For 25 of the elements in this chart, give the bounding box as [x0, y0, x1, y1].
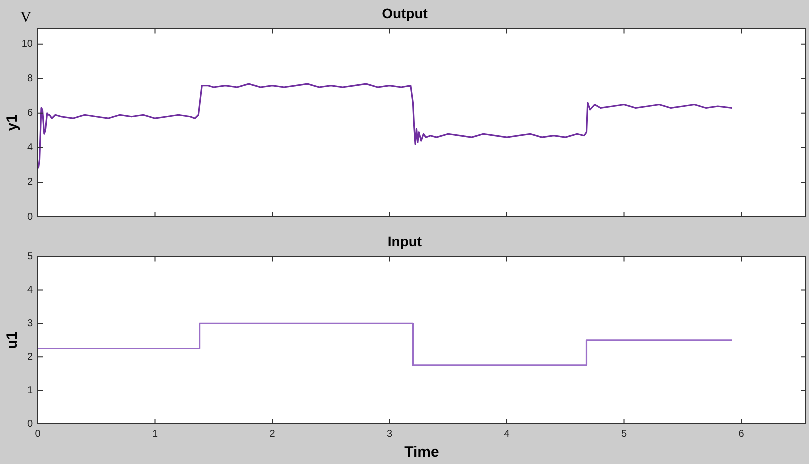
text: V	[20, 10, 32, 26]
x-tick-label: 4	[504, 428, 510, 440]
y-axis-title: u1	[4, 332, 22, 350]
y-tick-label: 0	[27, 418, 34, 430]
chart-title: Output	[382, 5, 428, 22]
y-tick-label: 2	[27, 177, 34, 188]
x-tick-label: 6	[738, 428, 745, 440]
x-axis-title: Time	[404, 444, 440, 462]
x-tick-label: 3	[386, 428, 393, 440]
x-tick-label: 0	[35, 428, 42, 440]
chart-title: Input	[388, 233, 422, 250]
y-tick-label: 4	[27, 142, 34, 154]
y-tick-label: 6	[27, 108, 34, 120]
x-tick-label: 1	[152, 428, 158, 440]
y-tick-label: 4	[27, 284, 34, 296]
y-tick-label: 0	[27, 212, 34, 223]
x-tick-label: 5	[621, 428, 628, 440]
y-tick-label: 8	[27, 74, 34, 85]
x-tick-label: 2	[270, 428, 276, 440]
y-tick-label: 5	[27, 252, 34, 263]
y-tick-label: 2	[27, 352, 34, 363]
y-tick-label: 10	[22, 39, 34, 50]
y-axis-title: y1	[4, 114, 22, 132]
y-tick-label: 3	[27, 318, 34, 330]
y-tick-label: 1	[27, 385, 34, 396]
